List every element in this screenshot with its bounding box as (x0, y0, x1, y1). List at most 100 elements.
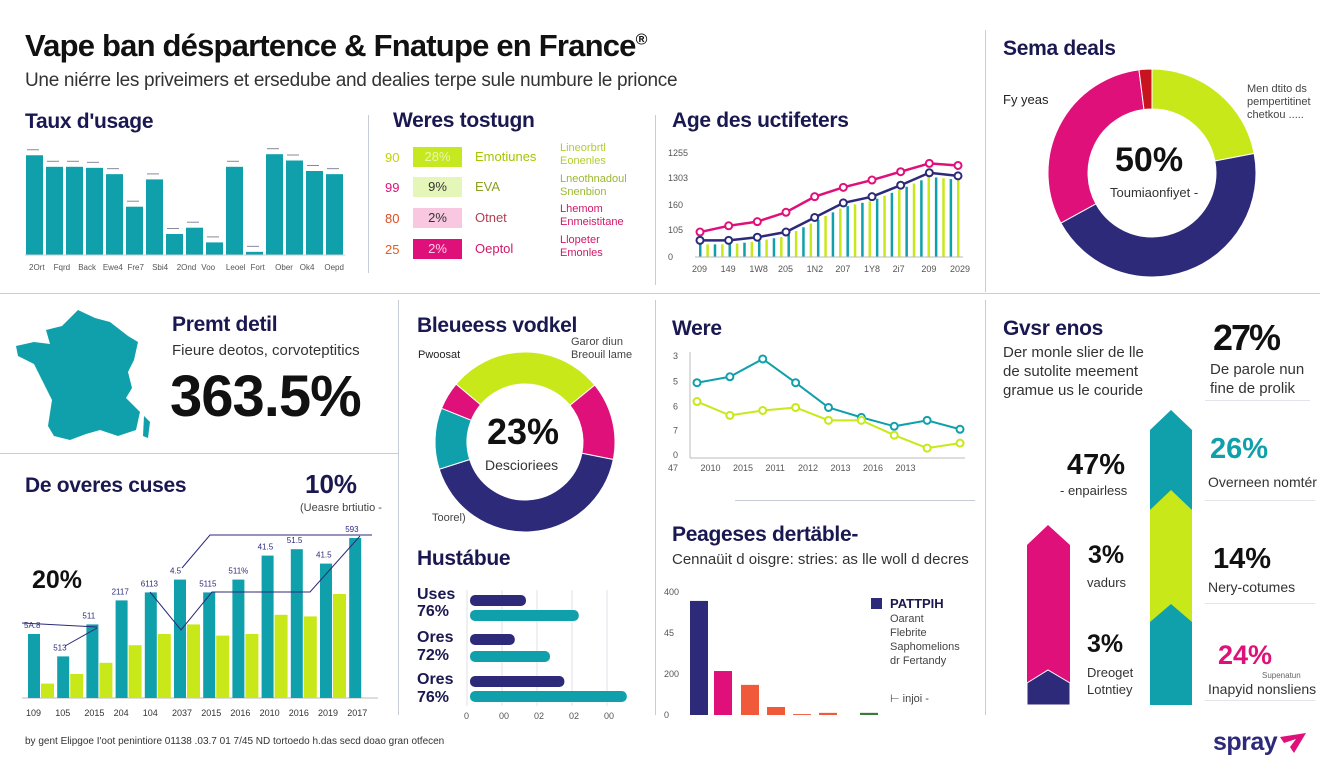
x-tick-label: 2013 (831, 463, 851, 473)
bleueess-label-right: Breouil lame (571, 349, 633, 361)
sema-right-label: pempertitinet (1247, 96, 1311, 108)
bar (949, 179, 953, 257)
stat-value: 27% (1213, 317, 1281, 358)
data-point (781, 227, 791, 237)
row-side-2: Eonenles (560, 155, 606, 167)
bar (216, 635, 230, 698)
data-point (810, 192, 820, 202)
navy-arrow-segment (1026, 669, 1071, 706)
divider (655, 300, 656, 715)
data-point (725, 372, 735, 382)
stat-label: Dreoget (1087, 665, 1134, 680)
peageses-legend-title: PATTPIH (890, 596, 944, 611)
bar (934, 177, 938, 257)
divider (1205, 700, 1315, 701)
bar (905, 186, 908, 257)
bar-value-label (147, 173, 159, 175)
x-tick-label: 1N2 (807, 264, 824, 274)
data-point (810, 212, 820, 222)
bar (232, 579, 245, 698)
x-tick-label: 2019 (318, 708, 338, 718)
x-tick-label: 2011 (766, 463, 785, 473)
bar (28, 634, 40, 698)
hustabue-row-name: Ores (417, 629, 454, 646)
bar (898, 189, 901, 257)
gvsr-text: de sutolite meement (1003, 363, 1139, 380)
data-point (896, 180, 906, 190)
data-point (889, 430, 899, 440)
bar (266, 154, 283, 255)
bar (144, 592, 157, 698)
row-label: EVA (475, 179, 501, 194)
sema-center-value: 50% (1115, 141, 1184, 179)
bar (957, 179, 960, 257)
bar (470, 634, 515, 645)
bar (349, 538, 362, 698)
gvsr-title: Gvsr enos (1003, 317, 1104, 340)
row-side-1: Lineorbrtl (560, 142, 606, 154)
data-point (953, 171, 963, 181)
bar (246, 251, 263, 255)
stat-value: 26% (1210, 433, 1269, 465)
donut-slice (1138, 68, 1153, 111)
bar (824, 216, 827, 257)
donut-slice (1151, 68, 1255, 162)
data-label: 6113 (141, 579, 159, 588)
bar (245, 634, 259, 698)
gvsr-text: Der monle slier de lle (1003, 344, 1144, 361)
data-point (725, 410, 735, 420)
stat-label: Inapyid nonsliens (1208, 681, 1317, 697)
bar-value-label (247, 245, 259, 247)
gvsr-text: gramue us le couride (1003, 382, 1144, 399)
sema-title: Sema deals (1003, 37, 1116, 60)
bar (927, 177, 931, 257)
bar (883, 195, 886, 257)
bar (261, 555, 274, 698)
annotation-line (21, 622, 98, 628)
stat-label: Overneen nomtér (1208, 474, 1317, 490)
bar (846, 206, 849, 257)
x-tick-label: 2015 (733, 463, 753, 473)
data-label: 511% (228, 567, 248, 576)
data-label: 513 (53, 643, 67, 652)
x-tick-label: 207 (835, 264, 850, 274)
overes-callout: 20% (32, 566, 83, 594)
bar-value-label (67, 160, 79, 162)
data-point (824, 402, 833, 412)
bar (274, 614, 288, 698)
stat-label: fine de prolik (1210, 380, 1296, 397)
bleueess-center-value: 23% (487, 411, 560, 452)
bar-value-label (207, 236, 219, 238)
divider (1205, 500, 1315, 501)
data-label: 5A.8 (24, 621, 41, 630)
hustabue-title: Hustábue (417, 547, 511, 570)
y-tick-label: 105 (668, 225, 683, 235)
bar (326, 174, 343, 255)
divider (0, 453, 398, 454)
stat-value: 47% (1067, 449, 1126, 481)
data-point (695, 227, 705, 237)
x-tick-label: 2012 (798, 463, 818, 473)
y-tick-label: 160 (668, 200, 683, 210)
x-tick-label: 2029 (950, 264, 970, 274)
y-tick-label: 6 (673, 401, 678, 411)
x-tick-label: 2010 (701, 463, 721, 473)
x-tick-label: 02 (569, 711, 579, 721)
x-tick-label: 2016 (863, 463, 883, 473)
were-title: Were (672, 317, 722, 340)
bar (767, 707, 785, 715)
x-tick-label: Ok4 (300, 263, 315, 272)
data-point (838, 198, 848, 208)
bar-value-label (127, 200, 139, 202)
bar (853, 204, 857, 257)
bar (721, 244, 724, 257)
row-side-1: Lneothnadoul (560, 173, 627, 185)
bar (333, 594, 346, 698)
row-value-box: 28% (413, 147, 462, 167)
hustabue-row-pct: 76% (417, 603, 450, 620)
peageses-legend-line: Saphomelions (890, 641, 960, 653)
data-point (724, 235, 734, 245)
x-tick-label: 149 (721, 264, 736, 274)
